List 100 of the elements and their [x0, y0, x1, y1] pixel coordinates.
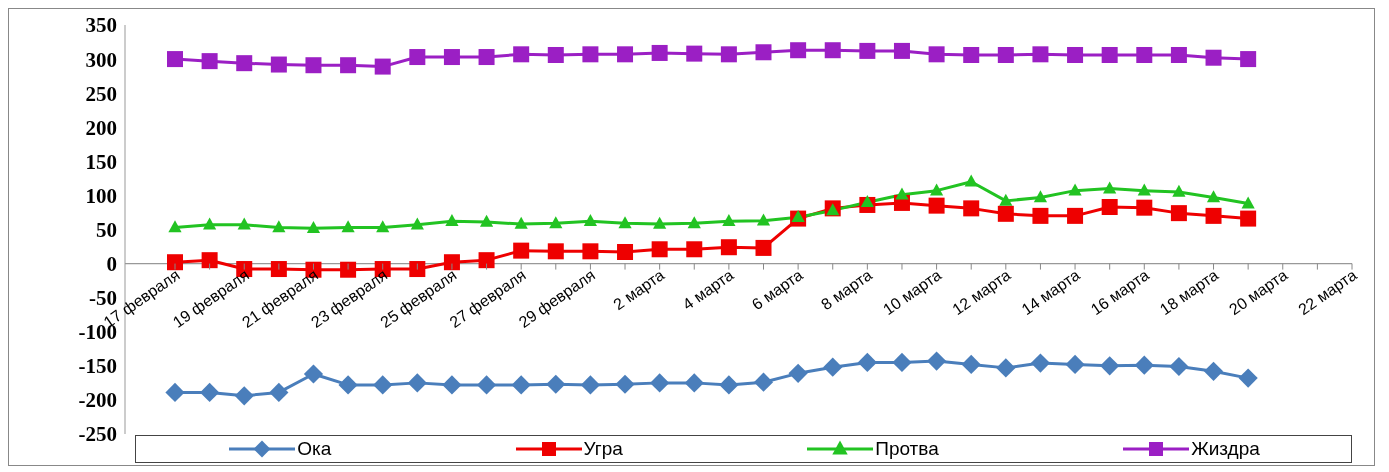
point: [1033, 190, 1048, 203]
point: [893, 42, 910, 59]
point: [582, 46, 599, 63]
y-tick-label: 200: [85, 115, 117, 140]
point: [719, 375, 739, 395]
point: [996, 358, 1016, 378]
point: [999, 193, 1013, 206]
point: [651, 44, 668, 61]
point: [650, 373, 670, 393]
point: [410, 217, 424, 230]
point: [443, 49, 460, 66]
point: [617, 244, 634, 260]
point: [1206, 190, 1221, 203]
point: [1238, 368, 1258, 388]
point: [582, 243, 599, 260]
point: [168, 220, 182, 233]
point: [928, 197, 945, 214]
point: [857, 352, 877, 373]
point: [720, 239, 737, 256]
y-tick-label: 0: [106, 252, 117, 277]
point: [478, 49, 495, 66]
point: [1032, 46, 1049, 63]
point: [513, 242, 530, 259]
point: [513, 46, 530, 63]
point: [306, 220, 321, 233]
point: [1240, 210, 1257, 227]
point: [234, 386, 254, 406]
point: [1030, 353, 1051, 373]
point: [514, 216, 528, 229]
point: [407, 373, 427, 393]
point: [200, 382, 220, 403]
point: [1205, 207, 1222, 224]
point: [409, 49, 426, 66]
point: [892, 352, 912, 373]
point: [1170, 46, 1187, 63]
point: [653, 216, 667, 229]
point: [476, 375, 497, 395]
point: [1241, 196, 1255, 209]
point: [547, 243, 564, 260]
point: [303, 364, 324, 384]
point: [203, 217, 217, 230]
point: [236, 55, 253, 72]
point: [791, 210, 805, 223]
point: [788, 363, 808, 383]
point: [895, 187, 909, 200]
point: [618, 216, 632, 229]
y-tick-label: 100: [85, 183, 117, 208]
point: [479, 214, 494, 227]
point: [549, 216, 563, 229]
point: [270, 56, 287, 73]
point: [373, 375, 393, 395]
point: [511, 375, 531, 395]
point: [272, 220, 286, 233]
point: [963, 200, 980, 217]
point: [442, 375, 462, 395]
point: [201, 252, 218, 269]
point: [1203, 361, 1224, 381]
point: [928, 46, 945, 63]
point: [269, 382, 289, 403]
y-tick-label: -200: [78, 388, 117, 413]
point: [964, 174, 978, 187]
point: [755, 44, 772, 61]
point: [755, 239, 772, 256]
y-tick-label: 350: [85, 13, 117, 38]
point: [338, 375, 358, 395]
point: [340, 57, 357, 74]
point: [860, 195, 874, 208]
point: [1103, 181, 1117, 194]
point: [1169, 356, 1189, 377]
point: [305, 57, 322, 74]
point: [1101, 46, 1118, 63]
point: [1101, 199, 1118, 216]
point: [1137, 183, 1151, 196]
point: [1136, 199, 1153, 216]
y-tick-label: 150: [85, 149, 117, 174]
point: [756, 213, 771, 226]
point: [1172, 184, 1186, 197]
point: [651, 241, 668, 258]
point: [753, 372, 774, 392]
point: [374, 58, 391, 75]
point: [478, 252, 495, 269]
point: [580, 375, 601, 395]
point: [720, 46, 737, 63]
point: [961, 354, 981, 375]
point: [824, 42, 841, 59]
point: [926, 351, 947, 371]
point: [1136, 46, 1153, 63]
point: [859, 42, 876, 59]
point: [1032, 207, 1049, 224]
legend-label: Угра: [583, 438, 623, 460]
legend-label: Протва: [875, 438, 939, 460]
point: [547, 46, 564, 63]
point: [237, 217, 251, 230]
point: [997, 46, 1014, 63]
legend-label: Жиздра: [1191, 438, 1260, 460]
point: [686, 241, 703, 258]
point: [823, 357, 843, 377]
point: [684, 373, 704, 393]
point: [1067, 46, 1084, 63]
point: [1134, 355, 1154, 375]
